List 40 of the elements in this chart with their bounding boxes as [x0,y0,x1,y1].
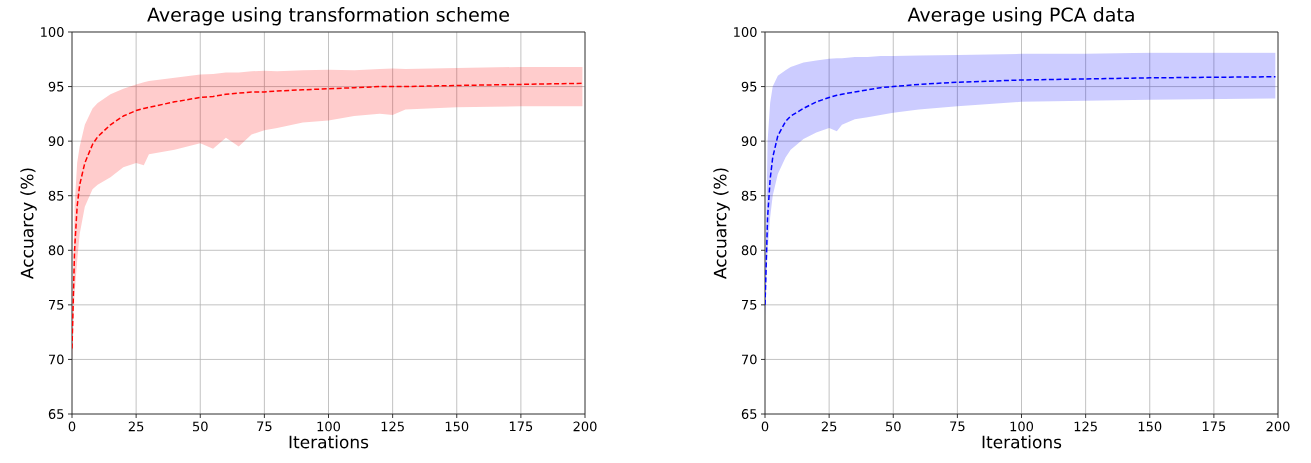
x-tick-label: 50 [885,421,901,432]
y-tick-label: 65 [741,409,757,419]
y-tick-label: 90 [48,136,64,147]
y-tick-label: 85 [741,190,757,201]
x-tick-label: 175 [1202,421,1226,432]
x-tick-label: 75 [950,421,965,432]
y-tick-label: 75 [742,300,757,310]
y-tick-label: 100 [41,27,64,37]
y-tick-label: 95 [741,81,757,92]
y-tick-label: 95 [48,81,64,92]
y-tick-label: 100 [734,27,757,37]
x-tick-label: 200 [573,421,597,432]
chart-title: Average using PCA data [907,7,1134,26]
x-tick-label: 200 [1266,421,1290,432]
x-tick-label: 100 [317,421,341,432]
y-tick-label: 90 [741,136,757,147]
x-tick-label: 0 [761,421,769,432]
x-tick-label: 175 [509,421,533,432]
y-tick-label: 80 [48,245,64,256]
x-tick-label: 150 [445,421,469,432]
y-tick-label: 80 [741,245,757,256]
x-axis-title: Iterations [982,435,1062,449]
x-tick-label: 25 [128,421,144,432]
y-tick-label: 75 [48,300,64,310]
y-tick-label: 85 [48,190,64,201]
x-tick-label: 0 [68,421,76,432]
x-tick-label: 100 [1010,421,1034,432]
x-tick-label: 125 [1074,421,1097,432]
x-tick-label: 150 [1138,421,1162,432]
y-tick-label: 65 [48,409,64,419]
x-tick-label: 50 [192,421,208,432]
y-tick-label: 70 [742,354,757,365]
y-tick-label: 70 [48,354,64,365]
x-tick-label: 125 [381,421,404,432]
chart-title: Average using transformation scheme [147,7,509,26]
x-tick-label: 75 [257,421,272,432]
x-axis-title: Iterations [289,435,369,449]
y-axis-title: Accuarcy (%) [20,168,37,279]
x-tick-label: 25 [821,421,837,432]
y-axis-title: Accuarcy (%) [713,168,730,279]
